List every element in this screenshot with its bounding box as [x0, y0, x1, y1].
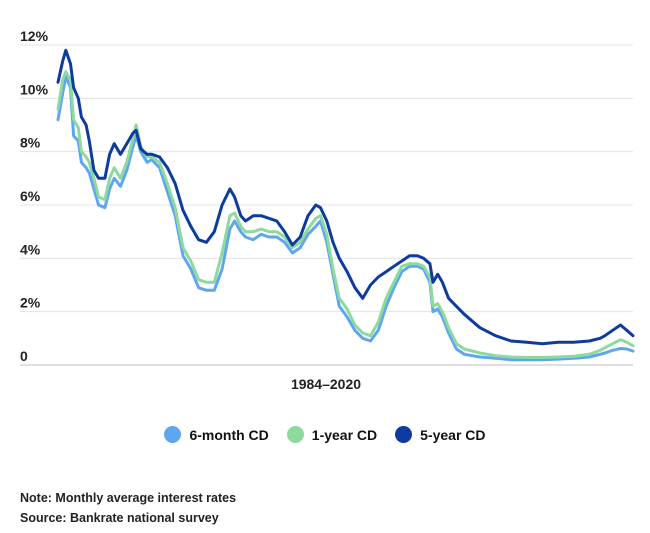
series-lines — [56, 48, 635, 362]
y-tick-label: 8% — [20, 135, 41, 151]
legend-label-1-year: 1-year CD — [311, 426, 378, 443]
y-tick-label: 4% — [20, 241, 41, 257]
gridlines — [20, 44, 633, 366]
legend: 6-month CD 1-year CD 5-year CD — [0, 426, 650, 443]
source-text: Source: Bankrate national survey — [20, 511, 219, 525]
legend-item-1-year: 1-year CD — [286, 426, 378, 443]
y-tick-label: 6% — [20, 188, 41, 204]
legend-item-5-year: 5-year CD — [395, 426, 486, 443]
y-tick-label: 12% — [20, 28, 49, 44]
y-tick-label: 2% — [20, 295, 41, 311]
legend-label-5-year: 5-year CD — [420, 426, 486, 443]
legend-swatch-1-year — [286, 426, 304, 443]
series-line-1-year-cd — [56, 70, 635, 359]
y-tick-label: 0 — [20, 348, 28, 364]
legend-item-6-month: 6-month CD — [164, 426, 269, 443]
note-text: Note: Monthly average interest rates — [20, 491, 237, 505]
legend-swatch-6-month — [164, 426, 182, 443]
y-tick-label: 10% — [20, 81, 49, 97]
series-line-5-year-cd — [56, 48, 635, 346]
legend-label-6-month: 6-month CD — [189, 426, 269, 443]
series-line-6-month-cd — [56, 75, 635, 362]
x-axis-label: 1984–2020 — [291, 376, 361, 392]
chart-notes: Note: Monthly average interest rates Sou… — [20, 488, 236, 528]
legend-swatch-5-year — [395, 426, 413, 443]
y-axis-tick-labels: 0 2% 4% 6% 8% 10% 12% — [20, 28, 49, 364]
